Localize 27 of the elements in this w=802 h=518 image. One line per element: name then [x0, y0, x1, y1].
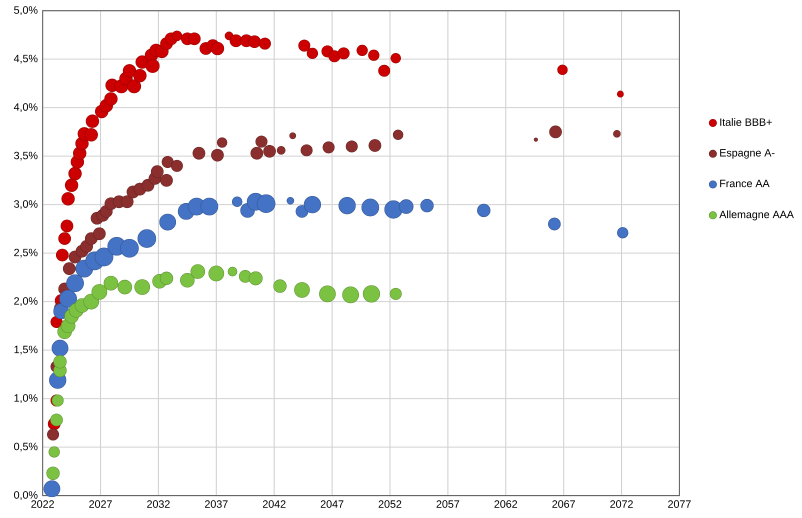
y-tick-label: 2,5% [14, 248, 38, 258]
y-tick-label: 0,5% [14, 442, 38, 452]
y-tick-label: 0,0% [14, 491, 38, 500]
y-tick-label: 5,0% [14, 6, 38, 15]
legend-label: France AA [720, 180, 770, 188]
legend-label: Allemagne AAA [719, 210, 794, 220]
y-tick-label: 4,0% [14, 103, 38, 112]
x-tick-label: 2067 [552, 500, 575, 508]
y-tick-label: 3,0% [14, 200, 38, 209]
y-tick-label: 2,0% [14, 297, 38, 306]
x-tick-label: 2077 [668, 500, 691, 508]
y-tick-label: 4,5% [14, 54, 38, 64]
x-tick-label: 2052 [378, 500, 402, 508]
x-tick-label: 2057 [436, 500, 460, 508]
x-tick-label: 2047 [320, 500, 344, 508]
y-tick-label: 1,0% [14, 394, 38, 403]
x-tick-label: 2072 [610, 500, 633, 508]
x-tick-label: 2062 [494, 500, 518, 508]
x-tick-label: 2042 [262, 500, 286, 508]
x-tick-label: 2037 [204, 500, 228, 508]
y-tick-label: 1,5% [14, 346, 38, 354]
y-tick-label: 3,5% [14, 152, 38, 160]
x-tick-label: 2027 [89, 500, 112, 508]
x-tick-label: 2032 [147, 500, 170, 508]
x-tick-label: 2022 [31, 500, 54, 508]
legend-label: Italie BBB+ [720, 118, 772, 126]
legend-label: Espagne A- [720, 149, 774, 159]
